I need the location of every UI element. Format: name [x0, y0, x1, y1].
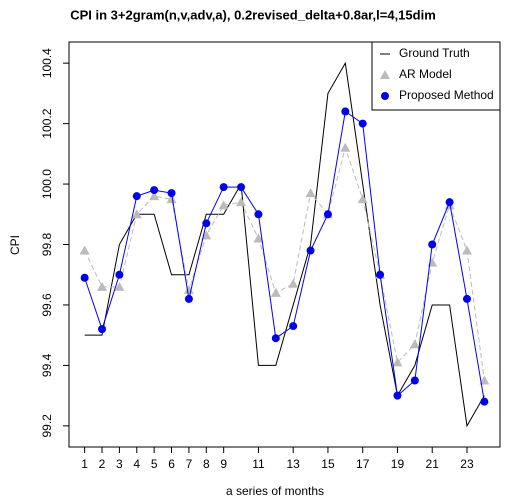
x-tick-label: 8	[203, 457, 210, 471]
point	[150, 186, 159, 195]
point	[323, 210, 332, 219]
point	[306, 246, 315, 255]
chart-title: CPI in 3+2gram(n,v,adv,a), 0.2revised_de…	[70, 7, 436, 22]
x-tick-label: 5	[151, 457, 158, 471]
point	[428, 240, 437, 249]
x-tick-label: 15	[321, 457, 335, 471]
point	[253, 233, 264, 243]
x-tick-label: 19	[391, 457, 405, 471]
point	[115, 270, 124, 279]
point	[184, 294, 193, 303]
point	[305, 188, 316, 198]
point	[270, 287, 281, 297]
point	[237, 183, 246, 192]
x-tick-label: 17	[356, 457, 370, 471]
point	[271, 334, 280, 343]
point	[183, 284, 194, 294]
point	[97, 281, 108, 291]
point	[288, 278, 299, 288]
y-tick-label: 99.2	[40, 414, 54, 438]
point	[462, 294, 471, 303]
point	[341, 107, 350, 116]
y-tick-label: 100.2	[40, 108, 54, 138]
point	[131, 209, 142, 219]
point	[358, 119, 367, 128]
point	[166, 194, 177, 204]
point	[219, 183, 228, 192]
point	[202, 219, 211, 228]
point	[409, 339, 420, 349]
series-line	[84, 61, 485, 428]
point	[98, 325, 107, 334]
point	[132, 192, 141, 201]
legend-swatch	[381, 92, 389, 100]
y-axis-label: CPI	[8, 235, 22, 255]
series-line	[84, 146, 485, 381]
point	[79, 245, 90, 255]
x-tick-label: 21	[426, 457, 440, 471]
y-tick-label: 100.4	[40, 48, 54, 78]
x-tick-label: 7	[186, 457, 193, 471]
legend-label: Ground Truth	[399, 46, 470, 60]
x-tick-label: 6	[168, 457, 175, 471]
point	[480, 397, 489, 406]
point	[254, 210, 263, 219]
point	[80, 273, 89, 282]
point	[393, 391, 402, 400]
point	[340, 142, 351, 152]
legend-swatch	[380, 70, 390, 79]
point	[289, 322, 298, 331]
point	[479, 375, 490, 385]
point	[427, 257, 438, 267]
point	[236, 197, 247, 207]
point	[392, 357, 403, 367]
x-tick-label: 9	[220, 457, 227, 471]
x-axis-label: a series of months	[226, 484, 324, 498]
x-tick-label: 23	[460, 457, 474, 471]
point	[218, 200, 229, 210]
x-tick-label: 11	[252, 457, 265, 471]
point	[201, 230, 212, 240]
point	[114, 281, 125, 291]
series-line	[84, 110, 485, 402]
legend-label: AR Model	[399, 67, 452, 81]
x-tick-label: 4	[133, 457, 140, 471]
x-tick-label: 2	[99, 457, 106, 471]
legend-label: Proposed Method	[399, 88, 494, 102]
point	[376, 270, 385, 279]
point	[357, 194, 368, 204]
x-tick-label: 1	[81, 457, 88, 471]
x-tick-label: 13	[287, 457, 301, 471]
y-tick-label: 100.0	[40, 169, 54, 199]
point	[167, 189, 176, 198]
y-tick-label: 99.8	[40, 232, 54, 256]
point	[149, 191, 160, 201]
y-tick-label: 99.4	[40, 353, 54, 377]
legend-box	[371, 41, 501, 111]
y-tick-label: 99.6	[40, 293, 54, 317]
point	[461, 245, 472, 255]
x-tick-label: 3	[116, 457, 123, 471]
point	[410, 376, 419, 385]
point	[445, 198, 454, 207]
